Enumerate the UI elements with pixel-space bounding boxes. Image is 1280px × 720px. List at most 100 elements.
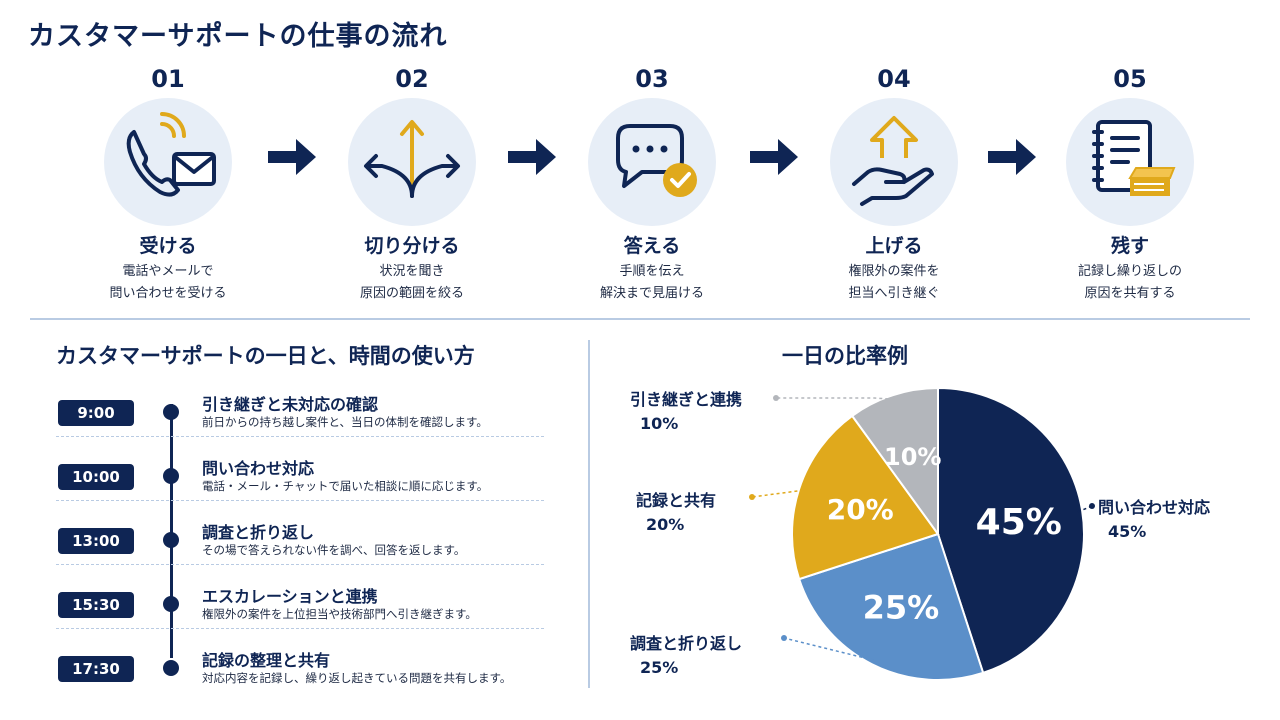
time-badge: 10:00 [58,464,134,490]
legend-name: 問い合わせ対応 [1098,498,1211,517]
step-icon-circle [104,98,232,226]
step-2: 02 切り分ける 状況を聞き 原因の範囲を絞る [312,64,512,304]
slice-record-leader-dot [749,494,755,500]
schedule-title: カスタマーサポートの一日と、時間の使い方 [56,344,475,368]
timeline-dot [163,660,179,676]
schedule-row-desc: 権限外の案件を上位担当や技術部門へ引き継ぎます。 [202,607,477,621]
step-label: 受ける [139,235,197,257]
time-badge: 9:00 [58,400,134,426]
chart-title: 一日の比率例 [782,344,908,368]
step-desc-line2: 解決まで見届ける [599,286,704,301]
chat-check-icon [616,124,697,197]
slice-research-label: 25% [863,588,940,626]
step-number: 04 [877,65,911,93]
flow-arrow-icon [268,139,316,175]
legend-label-record: 記録と共有 20% [636,487,716,534]
step-label: 切り分ける [364,235,460,257]
flow-arrow-icon [508,139,556,175]
slice-handover-leader-dot [773,395,779,401]
legend-value: 25% [640,658,679,677]
timeline-line [170,404,173,658]
step-desc-line1: 権限外の案件を [848,264,940,279]
page-title: カスタマーサポートの仕事の流れ [28,21,448,52]
step-1: 01 受ける 電話やメールで 問い合わせを受ける [68,64,268,304]
step-3: 03 答える 手順を伝え 解決まで見届ける [552,64,752,304]
schedule-row-title: 記録の整理と共有 [202,651,331,670]
row-divider [56,564,544,565]
slice-record-leader-line [751,489,804,498]
step-5: 05 残す 記録し繰り返しの 原因を共有する [1030,64,1230,304]
step-label: 上げる [865,235,923,257]
step-number: 01 [151,65,185,93]
step-icon-circle [1066,98,1194,226]
legend-value: 10% [640,414,679,433]
schedule-row: 9:00 引き継ぎと未対応の確認 前日からの持ち越し案件と、当日の体制を確認しま… [56,388,546,452]
slice-record-label: 20% [827,493,894,526]
step-number: 02 [395,65,429,93]
slice-handover-leader-line [776,397,895,401]
schedule-row: 17:30 記録の整理と共有 対応内容を記録し、繰り返し起きている問題を共有しま… [56,644,546,708]
legend-value: 20% [646,515,685,534]
step-desc-line2: 問い合わせを受ける [109,286,227,301]
timeline-dot [163,532,179,548]
legend-name: 調査と折り返し [630,634,743,653]
notebook-docs-icon [1092,120,1176,196]
step-desc-line1: 記録し繰り返しの [1077,264,1182,279]
slice-research [797,532,985,681]
legend-name: 記録と共有 [636,491,717,510]
step-desc-line1: 電話やメールで [122,264,214,279]
schedule-row: 10:00 問い合わせ対応 電話・メール・チャットで届いた相談に順に応じます。 [56,452,546,516]
column-divider [588,340,590,688]
row-divider [56,500,544,501]
legend-name: 引き継ぎと連携 [630,390,743,409]
slice-inquiry-label: 45% [976,502,1062,543]
slice-handover-label: 10% [884,443,941,471]
step-number: 03 [635,65,669,93]
split-arrows-icon [364,120,460,198]
step-label: 残す [1110,235,1149,257]
schedule-row-desc: 対応内容を記録し、繰り返し起きている問題を共有します。 [202,671,512,685]
slice-handover [850,386,939,538]
flow-arrow-icon [988,139,1036,175]
step-icon-circle [348,98,476,226]
step-icon-circle [830,98,958,226]
time-badge: 13:00 [58,528,134,554]
step-desc-line2: 担当へ引き継ぐ [848,286,940,301]
timeline-dot [163,468,179,484]
row-divider [56,628,544,629]
slice-record [791,414,940,581]
legend-label-handover: 引き継ぎと連携 10% [630,386,742,433]
timeline-dot [163,404,179,420]
slice-inquiry [937,386,1085,675]
section-divider [30,318,1250,320]
time-badge: 15:30 [58,592,134,618]
timeline-dot [163,596,179,612]
step-icon-circle [588,98,716,226]
schedule-row-title: 引き継ぎと未対応の確認 [202,395,379,414]
step-4: 04 上げる 権限外の案件を 担当へ引き継ぐ [794,64,994,304]
phone-mail-icon [126,112,216,197]
slice-research-leader-dot [781,635,787,641]
step-desc-line2: 原因を共有する [1084,286,1176,301]
slice-inquiry-leader-dot [1089,503,1095,509]
hand-up-arrow-icon [852,116,934,206]
step-number: 05 [1113,65,1147,93]
schedule-row-title: 問い合わせ対応 [202,459,315,478]
step-label: 答える [623,235,681,257]
step-desc-line2: 原因の範囲を絞る [359,286,464,301]
row-divider [56,436,544,437]
legend-value: 45% [1108,522,1147,541]
schedule-row-desc: 前日からの持ち越し案件と、当日の体制を確認します。 [202,415,488,429]
schedule-row: 15:30 エスカレーションと連携 権限外の案件を上位担当や技術部門へ引き継ぎま… [56,580,546,644]
legend-label-research: 調査と折り返し 25% [630,630,742,677]
step-desc-line1: 状況を聞き [379,264,445,279]
schedule-row: 13:00 調査と折り返し その場で答えられない件を調べ、回答を返します。 [56,516,546,580]
schedule-row-desc: 電話・メール・チャットで届いた相談に順に応じます。 [202,479,489,493]
flow-arrow-icon [750,139,798,175]
time-badge: 17:30 [58,656,134,682]
schedule-row-desc: その場で答えられない件を調べ、回答を返します。 [202,543,466,557]
schedule-row-title: 調査と折り返し [202,523,315,542]
step-desc-line1: 手順を伝え [619,264,685,279]
schedule-row-title: エスカレーションと連携 [202,587,378,606]
